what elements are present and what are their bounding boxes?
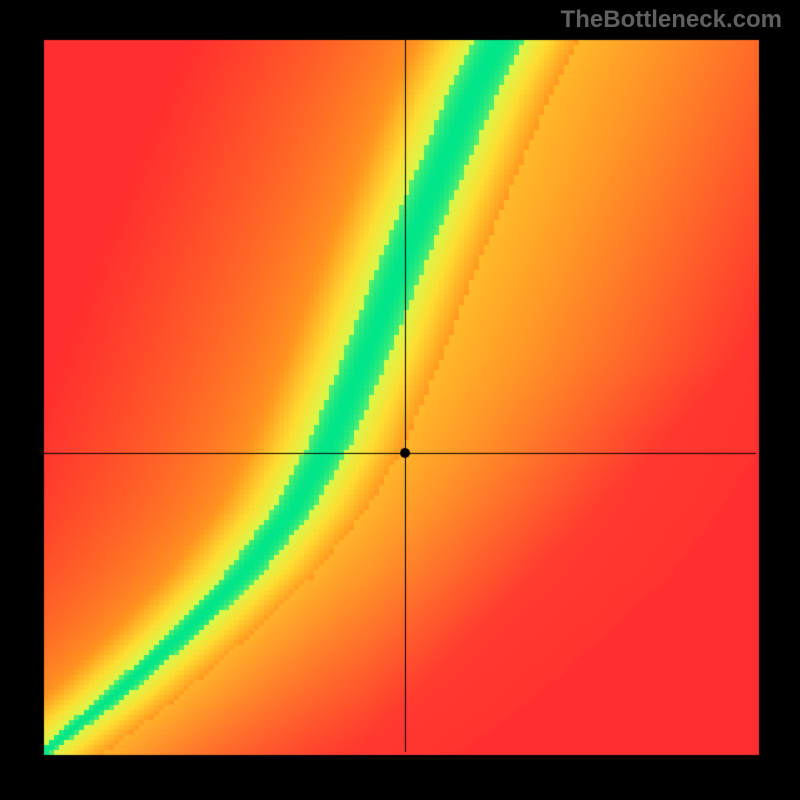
watermark-text: TheBottleneck.com (561, 6, 782, 34)
chart-container: TheBottleneck.com (0, 0, 800, 800)
heatmap-canvas (0, 0, 800, 800)
